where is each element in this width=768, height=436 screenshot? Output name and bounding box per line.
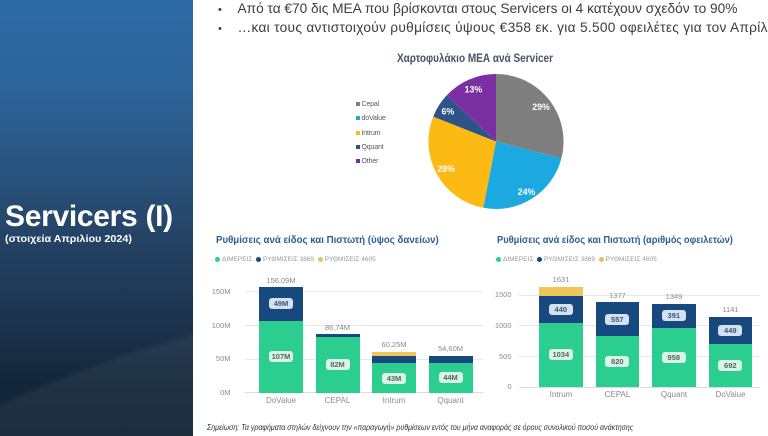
svg-text:29%: 29% <box>532 102 550 112</box>
svg-text:28%: 28% <box>437 164 455 174</box>
svg-text:13%: 13% <box>465 85 483 95</box>
svg-text:24%: 24% <box>518 187 536 197</box>
svg-text:6%: 6% <box>442 107 455 117</box>
